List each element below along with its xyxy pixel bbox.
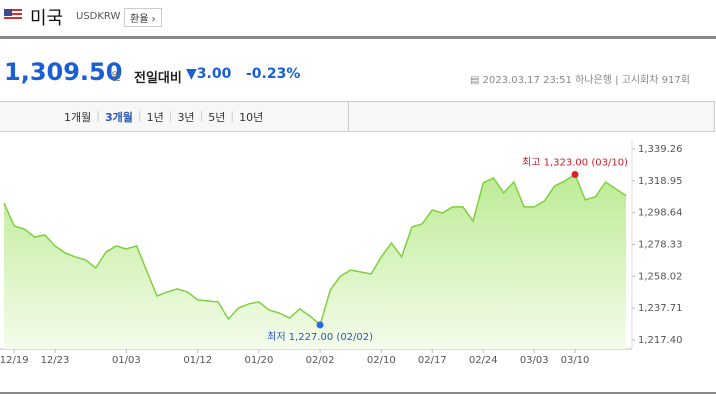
code: USDKRW (76, 11, 121, 22)
max-label: 최고 1,323.00 (03/10) (522, 156, 628, 168)
chart: 1,339.26 1,318.95 1,298.64 1,278.33 1,258.02… (0, 140, 716, 394)
area (4, 174, 626, 349)
tab[interactable]: 1개월 (64, 111, 92, 124)
max-point (571, 170, 579, 178)
tab[interactable]: 3개월 (104, 111, 133, 124)
y-tick-label: 1,298.64 (638, 208, 683, 219)
tab-sep: | (137, 109, 142, 122)
tab-sep: | (96, 109, 100, 122)
compare-label: 전일대비 (134, 71, 182, 86)
rate-button-text: 환율 (130, 14, 149, 25)
tab-sep: | (168, 109, 173, 122)
tab-sep: | (199, 109, 204, 122)
min-label: 최저 1,227.00 (02/02) (267, 331, 373, 343)
country: 미국 (30, 8, 64, 29)
x-tick-label: 02/02 (306, 355, 335, 366)
x-tick-label: 02/24 (469, 355, 498, 366)
x-tick-label: 12/23 (41, 355, 70, 366)
datetime: 2023.03.17 23:51 (482, 75, 572, 86)
unit: 원 (111, 70, 122, 83)
line (3, 173, 627, 327)
x-tick-label: 01/20 (245, 355, 274, 366)
price: 1,309.50 (4, 58, 123, 86)
y-tick-label: 1,318.95 (638, 176, 683, 187)
x-tick-label: 01/03 (112, 355, 141, 366)
x-tick-label: 02/10 (367, 355, 396, 366)
tab-bar: 1개월 | 3개월 | 1년 | 3년 | 5년 | 10년 (0, 101, 715, 132)
change-pct: -0.23% (246, 66, 301, 82)
divider (0, 36, 716, 39)
change: ▼3.00 (186, 66, 232, 82)
round: 고시회차 917회 (621, 75, 690, 86)
change-value: 3.00 (196, 66, 232, 82)
y-tick-label: 1,339.26 (638, 144, 683, 155)
bank: 하나은행 (575, 75, 612, 86)
rate-button[interactable]: 환율 › (124, 8, 162, 27)
y-tick-label: 1,258.02 (638, 271, 683, 282)
tab[interactable]: 10년 (239, 111, 264, 124)
y-tick-label: 1,217.40 (638, 335, 683, 346)
tab[interactable]: 3년 (177, 111, 195, 124)
x-tick-label: 03/10 (561, 355, 590, 366)
min-point (316, 321, 324, 329)
x-tick-label: 12/19 (0, 355, 29, 366)
flag (4, 9, 22, 21)
x-tick-label: 01/12 (183, 355, 212, 366)
info: ▤ 2023.03.17 23:51 하나은행 | 고시회차 917회 (470, 75, 690, 86)
tab[interactable]: 5년 (208, 111, 226, 124)
x-tick-label: 03/03 (520, 355, 549, 366)
tab-sep: | (230, 109, 235, 122)
y-tick-label: 1,237.71 (638, 303, 683, 314)
tab[interactable]: 1년 (146, 111, 164, 124)
y-tick-label: 1,278.33 (638, 240, 683, 251)
x-tick-label: 02/17 (418, 355, 447, 366)
